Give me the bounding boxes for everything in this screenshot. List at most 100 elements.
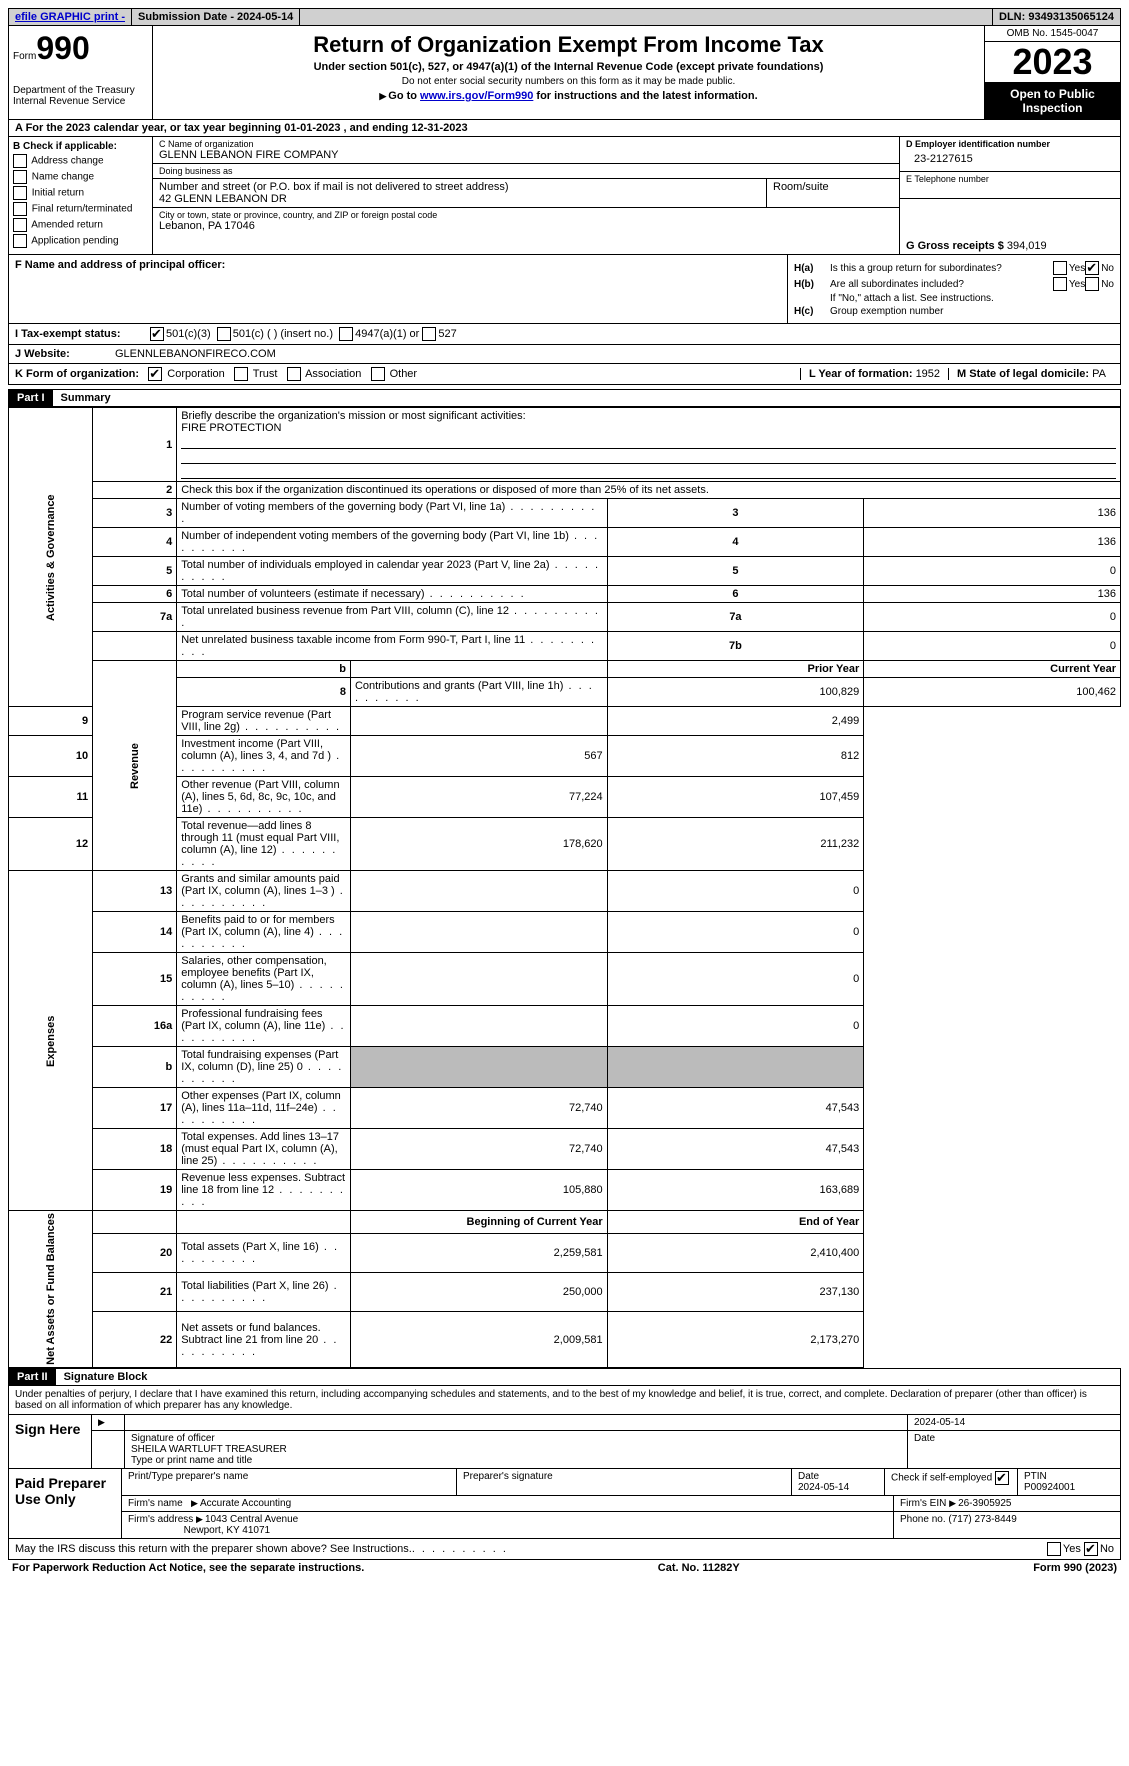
trust-checkbox[interactable] [234,367,248,381]
top-bar: efile GRAPHIC print - Submission Date - … [8,8,1121,26]
year-formation: 1952 [916,368,940,380]
firm-addr1: 1043 Central Avenue [205,1514,298,1525]
subtitle-2: Do not enter social security numbers on … [157,76,980,87]
501c3-checkbox[interactable] [150,327,164,341]
b-title: B Check if applicable: [13,141,148,152]
form-title: Return of Organization Exempt From Incom… [157,32,980,58]
side-expenses: Expenses [9,871,93,1211]
irs-link[interactable]: www.irs.gov/Form990 [420,90,533,102]
subtitle-1: Under section 501(c), 527, or 4947(a)(1)… [157,61,980,73]
may-yes-checkbox[interactable] [1047,1542,1061,1556]
row-a-tax-year: A For the 2023 calendar year, or tax yea… [8,120,1121,137]
col-current: Current Year [864,661,1121,678]
col-prior: Prior Year [607,661,864,678]
hb-text: Are all subordinates included? [830,279,1053,290]
state-domicile: PA [1092,368,1106,380]
declaration: Under penalties of perjury, I declare th… [8,1386,1121,1415]
mission-text: FIRE PROTECTION [181,422,281,434]
efile-link[interactable]: efile GRAPHIC print - [9,9,132,25]
side-netassets: Net Assets or Fund Balances [9,1211,93,1368]
part1-badge: Part I [9,390,53,406]
section-fh: F Name and address of principal officer:… [8,255,1121,324]
l-label: L Year of formation: [809,368,913,380]
hb-note: If "No," attach a list. See instructions… [830,293,1114,304]
paid-preparer-block: Paid Preparer Use Only Print/Type prepar… [8,1469,1121,1539]
dba-label: Doing business as [159,166,893,176]
may-irs-row: May the IRS discuss this return with the… [8,1539,1121,1560]
form-number: Form 990 [13,30,148,67]
form-header: Form 990 Department of the Treasury Inte… [8,26,1121,120]
department: Department of the Treasury Internal Reve… [13,85,148,107]
j-label: J Website: [15,348,115,360]
summary-table: Activities & Governance 1 Briefly descri… [8,407,1121,1368]
firm-addr2: Newport, KY 41071 [184,1525,271,1536]
street: 42 GLENN LEBANON DR [159,193,760,205]
footer-center: Cat. No. 11282Y [658,1562,740,1574]
sig-officer: SHEILA WARTLUFT TREASURER [131,1444,287,1455]
street-label: Number and street (or P.O. box if mail i… [159,181,760,193]
sign-here-block: Sign Here 2024-05-14 Signature of office… [8,1415,1121,1469]
sig-date: 2024-05-14 [908,1415,1120,1430]
m-label: M State of legal domicile: [957,368,1089,380]
ein-label: D Employer identification number [906,139,1114,149]
col-c-name-address: C Name of organization GLENN LEBANON FIR… [153,137,899,254]
hb-yes-checkbox[interactable] [1053,277,1067,291]
501c-checkbox[interactable] [217,327,231,341]
amended-return-checkbox[interactable] [13,218,27,232]
city: Lebanon, PA 17046 [159,220,893,232]
row-i-tax-exempt: I Tax-exempt status: 501(c)(3) 501(c) ( … [8,324,1121,345]
footer-right: Form 990 (2023) [1033,1562,1117,1574]
line2: Check this box if the organization disco… [177,482,1121,499]
4947-checkbox[interactable] [339,327,353,341]
ptin: P00924001 [1024,1482,1075,1493]
application-pending-checkbox[interactable] [13,234,27,248]
footer-left: For Paperwork Reduction Act Notice, see … [12,1562,364,1574]
may-irs-text: May the IRS discuss this return with the… [15,1543,412,1555]
footer: For Paperwork Reduction Act Notice, see … [8,1560,1121,1576]
ha-text: Is this a group return for subordinates? [830,263,1053,274]
website-value: GLENNLEBANONFIRECO.COM [115,348,276,360]
paid-label: Paid Preparer Use Only [9,1469,122,1538]
sig-name-label: Type or print name and title [131,1455,252,1466]
submission-date: Submission Date - 2024-05-14 [132,9,300,25]
hb-no-checkbox[interactable] [1085,277,1099,291]
part2-header: Part II Signature Block [8,1368,1121,1386]
row-j-website: J Website: GLENNLEBANONFIRECO.COM [8,345,1121,364]
assoc-checkbox[interactable] [287,367,301,381]
corp-checkbox[interactable] [148,367,162,381]
firm-phone: (717) 273-8449 [948,1514,1016,1525]
col-bcy: Beginning of Current Year [350,1211,607,1234]
prep-name-label: Print/Type preparer's name [122,1469,457,1495]
part2-title: Signature Block [56,1369,156,1385]
check-self: Check if self-employed [891,1472,992,1483]
org-name-label: C Name of organization [159,139,893,149]
section-bcd: B Check if applicable: Address change Na… [8,137,1121,255]
k-label: K Form of organization: [15,368,139,380]
self-employed-checkbox[interactable] [995,1471,1009,1485]
prep-sig-label: Preparer's signature [457,1469,792,1495]
hc-text: Group exemption number [830,306,1114,317]
ha-no-checkbox[interactable] [1085,261,1099,275]
city-label: City or town, state or province, country… [159,210,893,220]
firm-ein: 26-3905925 [958,1498,1011,1509]
col-b-checkboxes: B Check if applicable: Address change Na… [9,137,153,254]
may-no-checkbox[interactable] [1084,1542,1098,1556]
other-checkbox[interactable] [371,367,385,381]
address-change-checkbox[interactable] [13,154,27,168]
org-name: GLENN LEBANON FIRE COMPANY [159,149,893,161]
date-label: Date [908,1431,1120,1468]
name-change-checkbox[interactable] [13,170,27,184]
final-return-checkbox[interactable] [13,202,27,216]
col-h-group: H(a) Is this a group return for subordin… [788,255,1120,323]
col-d-ein: D Employer identification number 23-2127… [899,137,1120,254]
527-checkbox[interactable] [422,327,436,341]
part1-header: Part I Summary [8,389,1121,407]
gross-label: G Gross receipts $ [906,240,1004,252]
dln: DLN: 93493135065124 [992,9,1120,25]
mission-label: Briefly describe the organization's miss… [181,410,525,422]
initial-return-checkbox[interactable] [13,186,27,200]
col-f-officer: F Name and address of principal officer: [9,255,788,323]
i-label: I Tax-exempt status: [15,328,150,340]
sign-here-label: Sign Here [9,1415,92,1468]
ha-yes-checkbox[interactable] [1053,261,1067,275]
